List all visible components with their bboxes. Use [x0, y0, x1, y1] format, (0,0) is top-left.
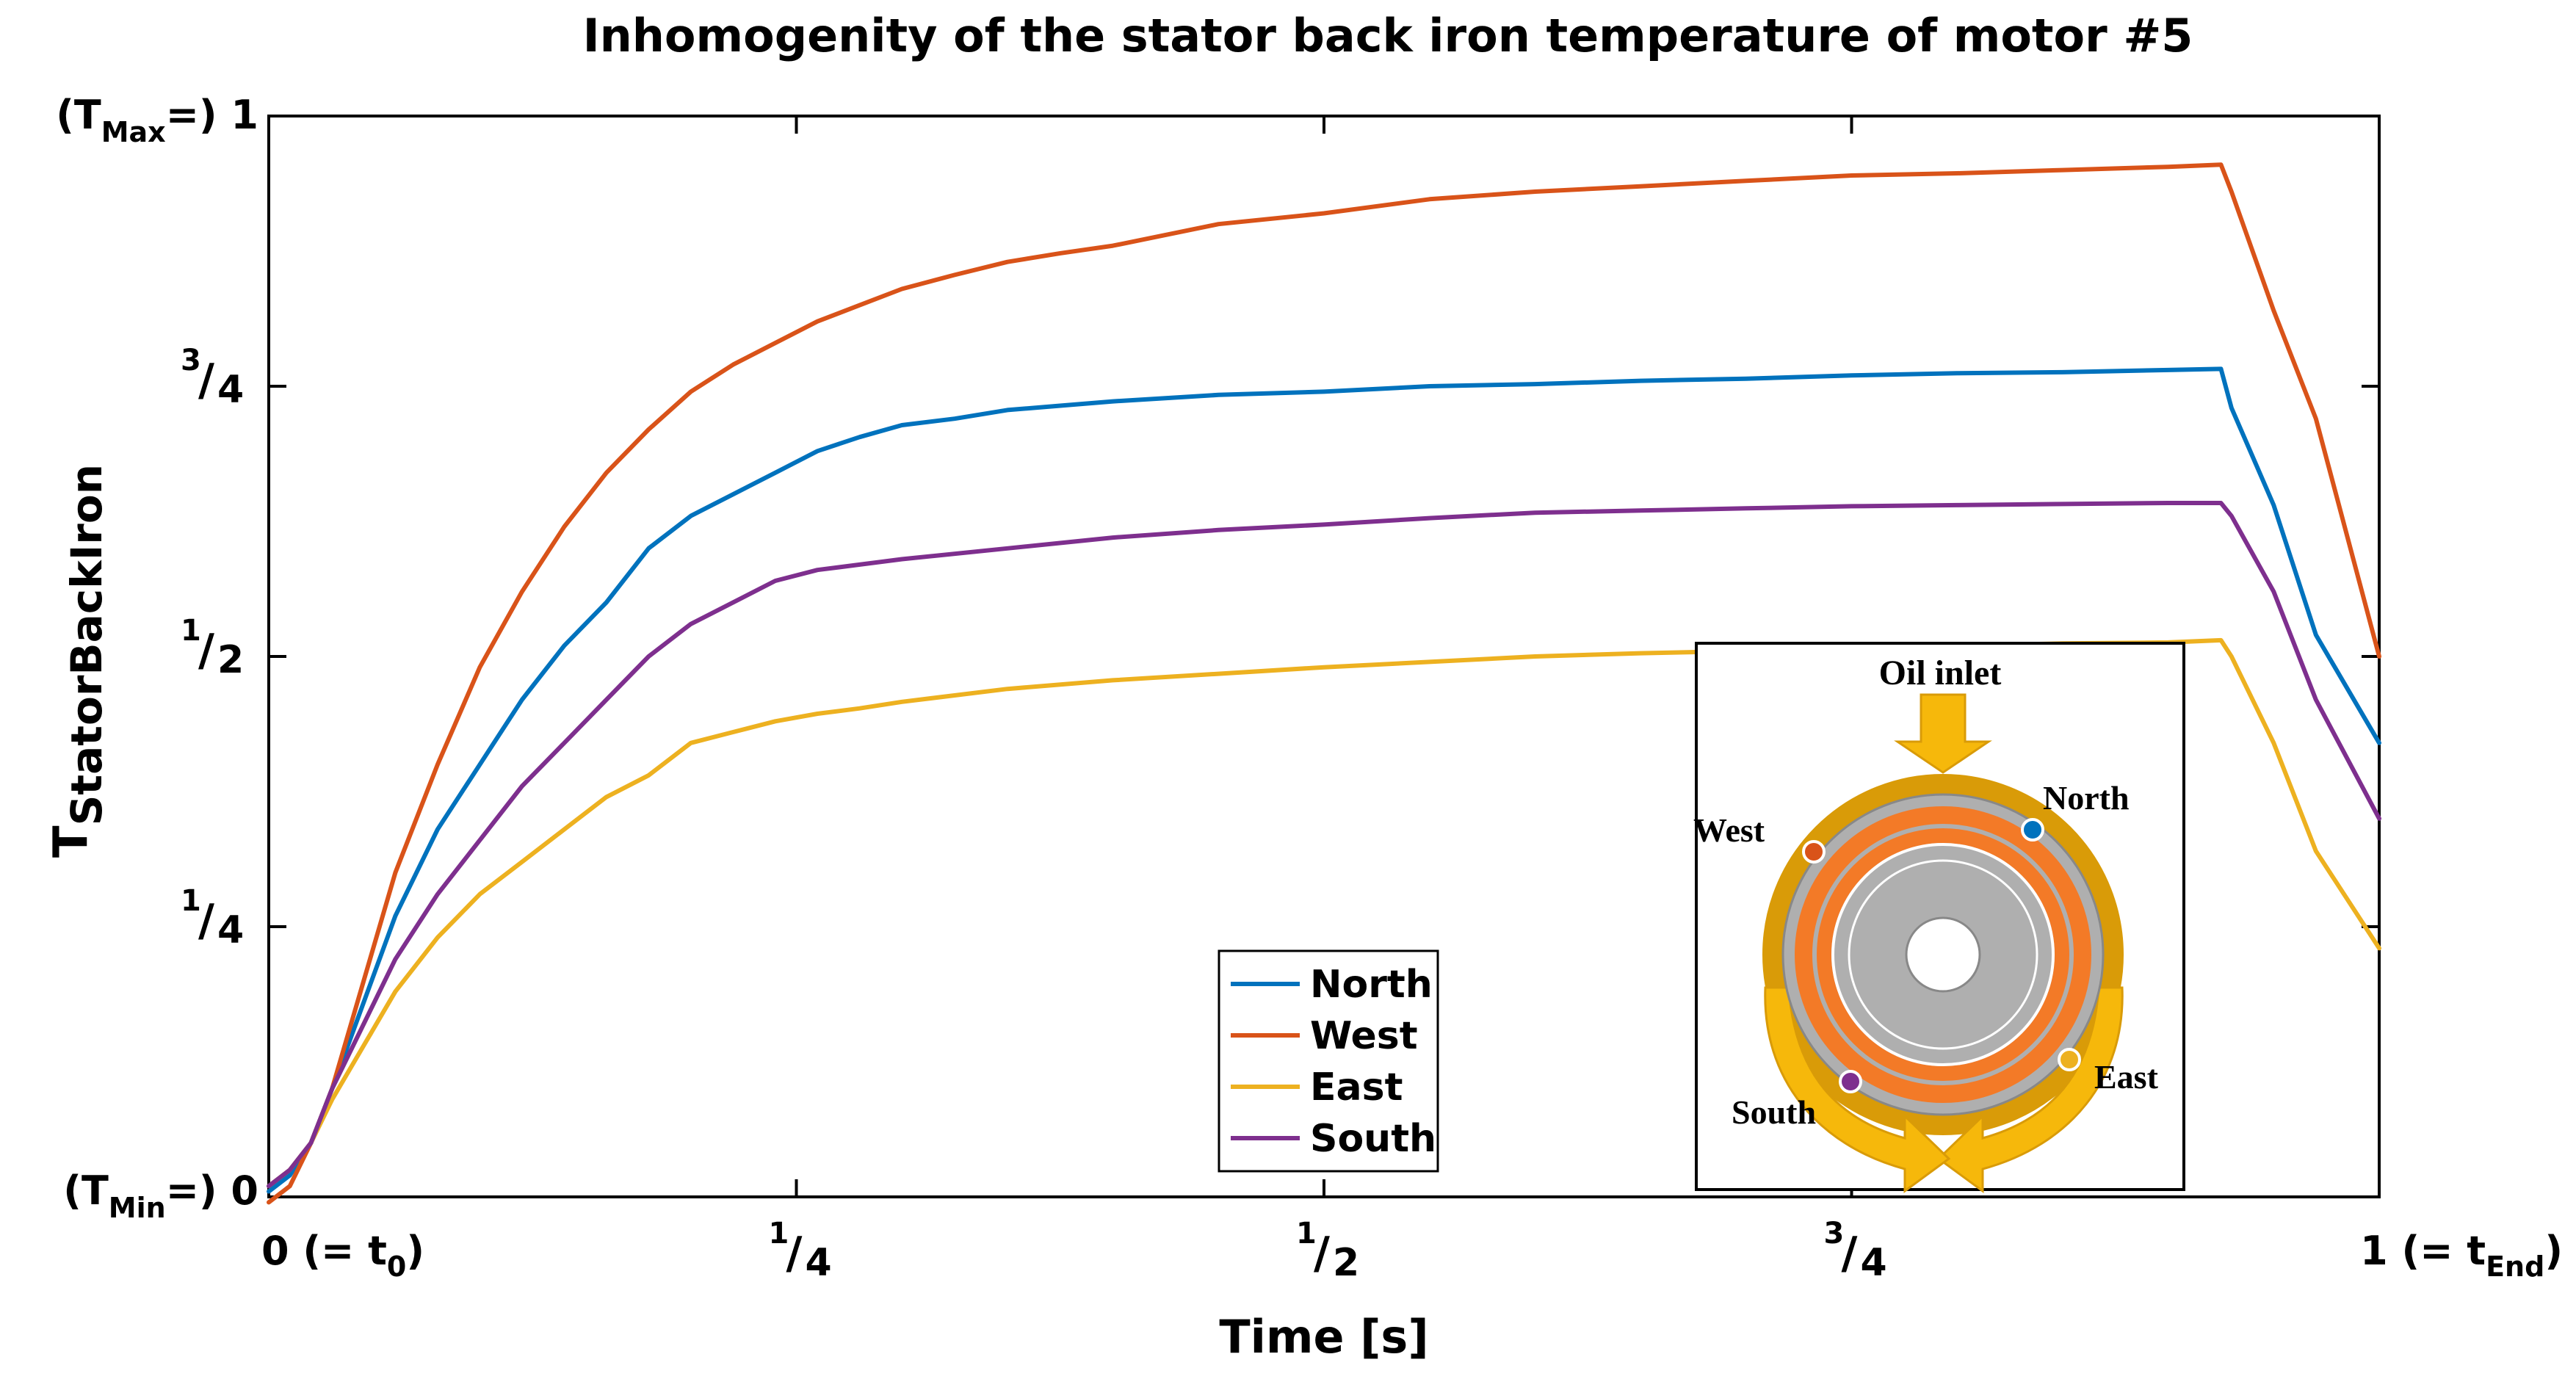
rotor-ring: [1848, 859, 2038, 1050]
inset-label-west: West: [1693, 811, 1765, 849]
ytick-label-frac-2: 3/4: [181, 344, 244, 412]
flow-arrow-east: [1936, 986, 2124, 1193]
xtick-label-frac-1: 1/2: [1296, 1217, 1359, 1285]
ytick-label-min: (TMin=) 0: [63, 1168, 258, 1224]
winding-inner: [1817, 828, 2069, 1081]
xtick-label-frac-2-numerator: 3: [1824, 1217, 1845, 1250]
ytick-label-frac-2-denominator: 4: [217, 368, 244, 412]
xtick-label-end: 1 (= tEnd): [2360, 1228, 2563, 1283]
legend: North West East South: [1218, 949, 1439, 1173]
xtick-label-start: 0 (= t0): [261, 1228, 424, 1283]
series-line-west: [267, 162, 2381, 1205]
legend-label-north: North: [1310, 963, 1433, 1007]
ytick-label-frac-2-slash: /: [198, 355, 214, 406]
xtick-label-frac-1-slash: /: [1314, 1228, 1330, 1279]
ytick-label-frac-0-numerator: 1: [181, 884, 201, 918]
ytick-label-frac-2-numerator: 3: [181, 344, 201, 377]
winding-outer: [1795, 806, 2091, 1103]
xtick-label-frac-0: 1/4: [769, 1217, 832, 1285]
legend-label-south: South: [1310, 1117, 1436, 1161]
legend-label-east: East: [1310, 1065, 1403, 1110]
inset-label-south: South: [1732, 1093, 1816, 1131]
xtick-label-frac-0-slash: /: [786, 1228, 803, 1279]
sensor-west: [1802, 840, 1826, 864]
x-tick-labels: 0 (= t0) 1 (= tEnd) 1/41/23/4: [261, 1217, 2563, 1285]
y-axis-label: TStatorBackIron: [44, 464, 112, 858]
oil-inlet-arrow: [1894, 693, 1992, 774]
ytick-label-frac-0: 1/4: [181, 884, 244, 952]
series-line-south: [267, 501, 2381, 1189]
ytick-label-frac-1-denominator: 2: [217, 638, 244, 682]
y-tick-labels: (TMax=) 1 (TMin=) 0 1/41/23/4: [56, 92, 258, 1224]
xtick-label-frac-0-denominator: 4: [806, 1241, 832, 1285]
oil-flow-ring: [1762, 774, 2124, 1135]
inset-label-east: East: [2094, 1058, 2159, 1096]
ytick-label-frac-0-denominator: 4: [217, 908, 244, 952]
sensor-east: [2058, 1048, 2081, 1071]
chart-title: Inhomogenity of the stator back iron tem…: [583, 9, 2193, 62]
shaft-bore: [1905, 916, 1981, 993]
sensor-north: [2021, 818, 2044, 841]
ytick-label-max: (TMax=) 1: [56, 92, 258, 148]
xtick-label-frac-2-slash: /: [1842, 1228, 1858, 1279]
xtick-label-frac-1-denominator: 2: [1333, 1241, 1359, 1285]
series-line-north: [267, 366, 2381, 1194]
ytick-label-frac-1: 1/2: [181, 614, 244, 682]
inset-label-north: North: [2043, 779, 2130, 817]
legend-label-west: West: [1310, 1014, 1418, 1058]
ytick-label-frac-1-slash: /: [198, 625, 214, 676]
ytick-label-frac-1-numerator: 1: [181, 614, 201, 648]
xtick-label-frac-1-numerator: 1: [1296, 1217, 1317, 1250]
flow-arrow-west: [1764, 986, 1951, 1193]
sensor-south: [1839, 1070, 1862, 1093]
x-axis-label: Time [s]: [1219, 1310, 1428, 1364]
inset-title: Oil inlet: [1879, 654, 2002, 692]
ytick-label-frac-0-slash: /: [198, 895, 214, 947]
legend-box: [1218, 949, 1439, 1173]
xtick-label-frac-0-numerator: 1: [769, 1217, 789, 1250]
xtick-label-frac-2: 3/4: [1824, 1217, 1887, 1285]
xtick-label-frac-2-denominator: 4: [1861, 1241, 1887, 1285]
motor-inset: Oil inlet North West East South: [1693, 642, 2185, 1193]
